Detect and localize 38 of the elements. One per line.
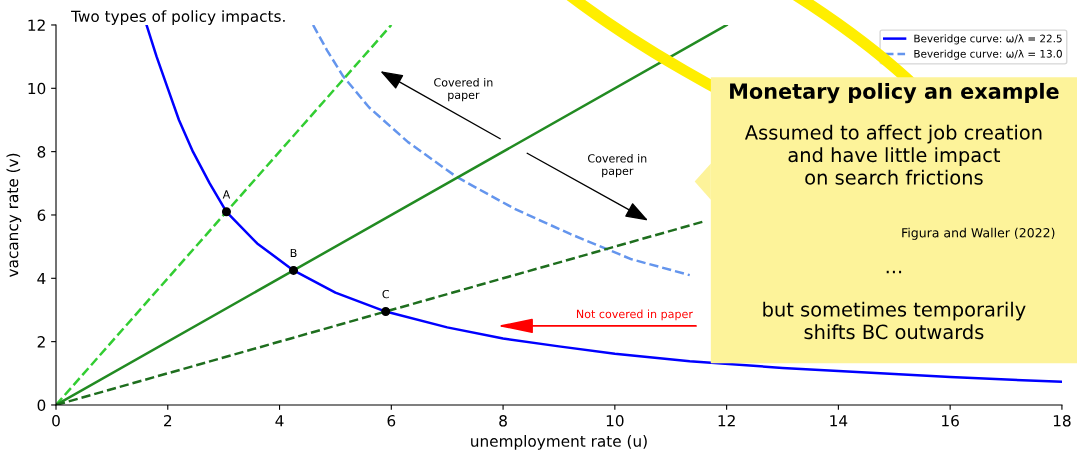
y-tick-label: 2	[37, 336, 45, 348]
annotation: but sometimes temporarily shifts BC outwards	[763, 301, 1026, 340]
line-series	[311, 24, 691, 277]
point	[381, 307, 391, 317]
y-tick-label: 6	[37, 209, 46, 221]
y-tick-label: 0	[37, 399, 46, 411]
annotation: A	[222, 190, 231, 199]
annotation: B	[290, 248, 297, 257]
point	[289, 265, 299, 275]
x-tick-label: 6	[387, 414, 396, 427]
y-tick-label: 8	[37, 146, 46, 158]
annotation: C	[382, 289, 389, 299]
x-tick-label: 0	[52, 414, 60, 427]
x-tick-label: 12	[718, 414, 735, 427]
line-series	[145, 24, 1062, 384]
x-tick-label: 4	[275, 415, 284, 427]
y-axis-title: vacancy rate (v)	[6, 153, 22, 278]
annotation: Assumed to affect job creation and have little impact on search frictions	[744, 124, 1042, 185]
annotation: Monetary policy an example	[730, 82, 1059, 104]
y-tick-label: 12	[28, 19, 45, 31]
x-tick-label: 18	[1053, 414, 1071, 427]
point	[221, 207, 231, 217]
x-tick-label: 8	[499, 414, 507, 427]
x-tick-label: 16	[942, 414, 959, 427]
annotation: Figura and Waller (2022)	[902, 227, 1055, 240]
annotation: Not covered in paper	[576, 309, 693, 321]
x-axis-title: unemployment rate (u)	[471, 435, 647, 450]
annotation: Covered in paper	[434, 77, 493, 102]
x-tick-label: 10	[606, 414, 624, 427]
annotation: ...	[886, 270, 902, 274]
x-tick-label: 14	[830, 415, 848, 427]
legend-label: Beveridge curve: ω/λ = 13.0	[914, 49, 1062, 60]
annotation: Covered in paper	[588, 153, 647, 178]
y-tick-label: 10	[28, 82, 46, 95]
legend-label: Beveridge curve: ω/λ = 22.5	[914, 34, 1062, 45]
chart-subtitle: Two types of policy impacts.	[71, 10, 285, 25]
x-tick-label: 2	[164, 414, 172, 427]
y-tick-label: 4	[37, 272, 46, 285]
